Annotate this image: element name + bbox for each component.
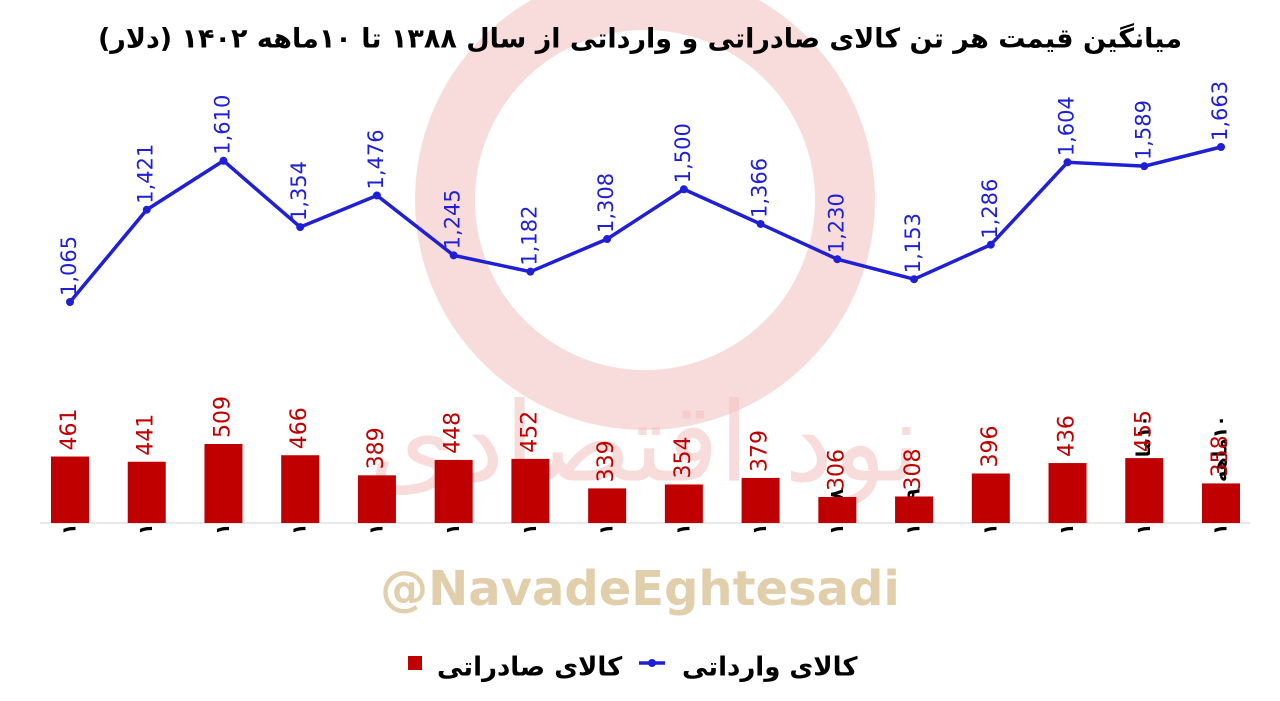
point: [142, 205, 151, 214]
value-label: 1,366: [748, 158, 772, 218]
value-label: 441: [134, 414, 159, 456]
value-label: 1,500: [671, 123, 695, 183]
bar: [51, 456, 89, 523]
point: [679, 185, 688, 194]
legend-swatch: [648, 659, 656, 667]
value-label: 1,476: [364, 129, 388, 189]
point: [372, 191, 381, 200]
bar: [971, 473, 1010, 523]
point: [526, 267, 535, 276]
bar: [204, 444, 243, 523]
bar: [281, 455, 320, 523]
value-label: 1,610: [210, 95, 234, 155]
bar: [741, 477, 780, 523]
bar: [664, 484, 703, 523]
bar: [1202, 483, 1240, 523]
value-label: 354: [671, 436, 696, 478]
legend-label: کالای صادراتی: [437, 653, 623, 683]
value-label: 1,182: [517, 206, 541, 266]
point: [296, 223, 305, 232]
value-label: 509: [210, 396, 235, 438]
value-label: 389: [364, 427, 389, 469]
point: [910, 275, 919, 284]
line: [68, 145, 1222, 304]
point: [449, 251, 458, 260]
value-label: 448: [441, 412, 466, 454]
bar: [588, 488, 627, 523]
value-label: 339: [594, 440, 619, 482]
point: [219, 156, 228, 165]
bar: [1125, 458, 1164, 523]
value-label: 1,589: [1131, 100, 1155, 160]
value-label: 1,286: [978, 179, 1002, 239]
bar: [434, 459, 473, 523]
value-label: 1,230: [824, 193, 848, 253]
legend-label: کالای وارداتی: [682, 653, 858, 683]
point: [756, 219, 765, 228]
watermark: @NavadeEghtesadi: [380, 561, 900, 617]
point: [603, 235, 612, 244]
value-label: 1,245: [441, 189, 465, 249]
value-label: 436: [1055, 415, 1080, 457]
legend-swatch: [408, 656, 422, 670]
value-label: 1,421: [134, 144, 158, 204]
value-label: 1,354: [287, 161, 311, 221]
point: [1063, 158, 1072, 167]
bar: [1048, 463, 1087, 523]
bar: [127, 461, 166, 523]
value-label: 455: [1131, 410, 1156, 452]
value-label: 379: [748, 430, 773, 472]
chart-title: میانگین قیمت هر تن کالای صادراتی و واردا…: [98, 23, 1182, 55]
value-label: 1,604: [1055, 96, 1079, 156]
value-label: 466: [287, 407, 312, 449]
point: [1217, 143, 1225, 151]
bar: [357, 475, 396, 523]
value-label: 452: [517, 411, 542, 453]
value-label: 1,153: [901, 213, 925, 273]
bar: [511, 458, 550, 523]
value-label: 308: [901, 448, 926, 490]
bar: [818, 497, 857, 523]
value-label: 1,065: [57, 236, 81, 296]
value-label: 306: [824, 449, 849, 491]
value-label: 358: [1208, 435, 1233, 477]
point: [66, 298, 74, 306]
value-label: 1,663: [1208, 81, 1232, 141]
point: [1140, 162, 1149, 171]
point: [986, 240, 995, 249]
point: [833, 255, 842, 264]
value-label: 1,308: [594, 173, 618, 233]
value-label: 396: [978, 426, 1003, 468]
value-label: 461: [57, 409, 82, 451]
bar: [895, 496, 934, 523]
logo-ring: [415, 0, 875, 430]
